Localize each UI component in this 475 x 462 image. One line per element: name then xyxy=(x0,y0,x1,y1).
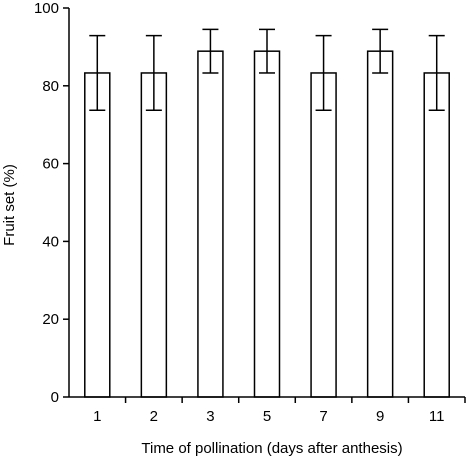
bar xyxy=(253,50,281,398)
bar-series xyxy=(84,50,450,398)
x-axis-title: Time of pollination (days after anthesis… xyxy=(141,440,402,457)
x-tick-label: 1 xyxy=(93,408,101,425)
bar xyxy=(84,72,111,398)
y-tick-label: 0 xyxy=(51,389,59,406)
x-axis-ticks: 1 2 3 5 7 9 11 xyxy=(93,397,466,425)
bar xyxy=(310,72,337,398)
y-tick-label: 100 xyxy=(34,0,59,17)
y-tick-label: 80 xyxy=(42,78,59,95)
bar xyxy=(366,50,394,398)
y-tick-label: 20 xyxy=(42,311,59,328)
bar xyxy=(140,72,168,398)
y-axis-ticks: 0 20 40 60 80 100 xyxy=(34,0,69,406)
axes xyxy=(68,8,465,398)
x-tick-label: 11 xyxy=(429,408,445,425)
x-tick-label: 3 xyxy=(206,408,214,425)
bar xyxy=(423,72,450,398)
y-tick-label: 40 xyxy=(42,233,59,250)
error-bars xyxy=(89,28,445,112)
y-axis-title: Fruit set (%) xyxy=(1,164,18,246)
x-tick-label: 2 xyxy=(150,408,158,425)
x-tick-label: 5 xyxy=(263,408,271,425)
bar xyxy=(197,50,224,398)
x-tick-label: 7 xyxy=(319,408,327,425)
y-tick-label: 60 xyxy=(42,156,59,173)
x-tick-label: 9 xyxy=(376,408,384,425)
